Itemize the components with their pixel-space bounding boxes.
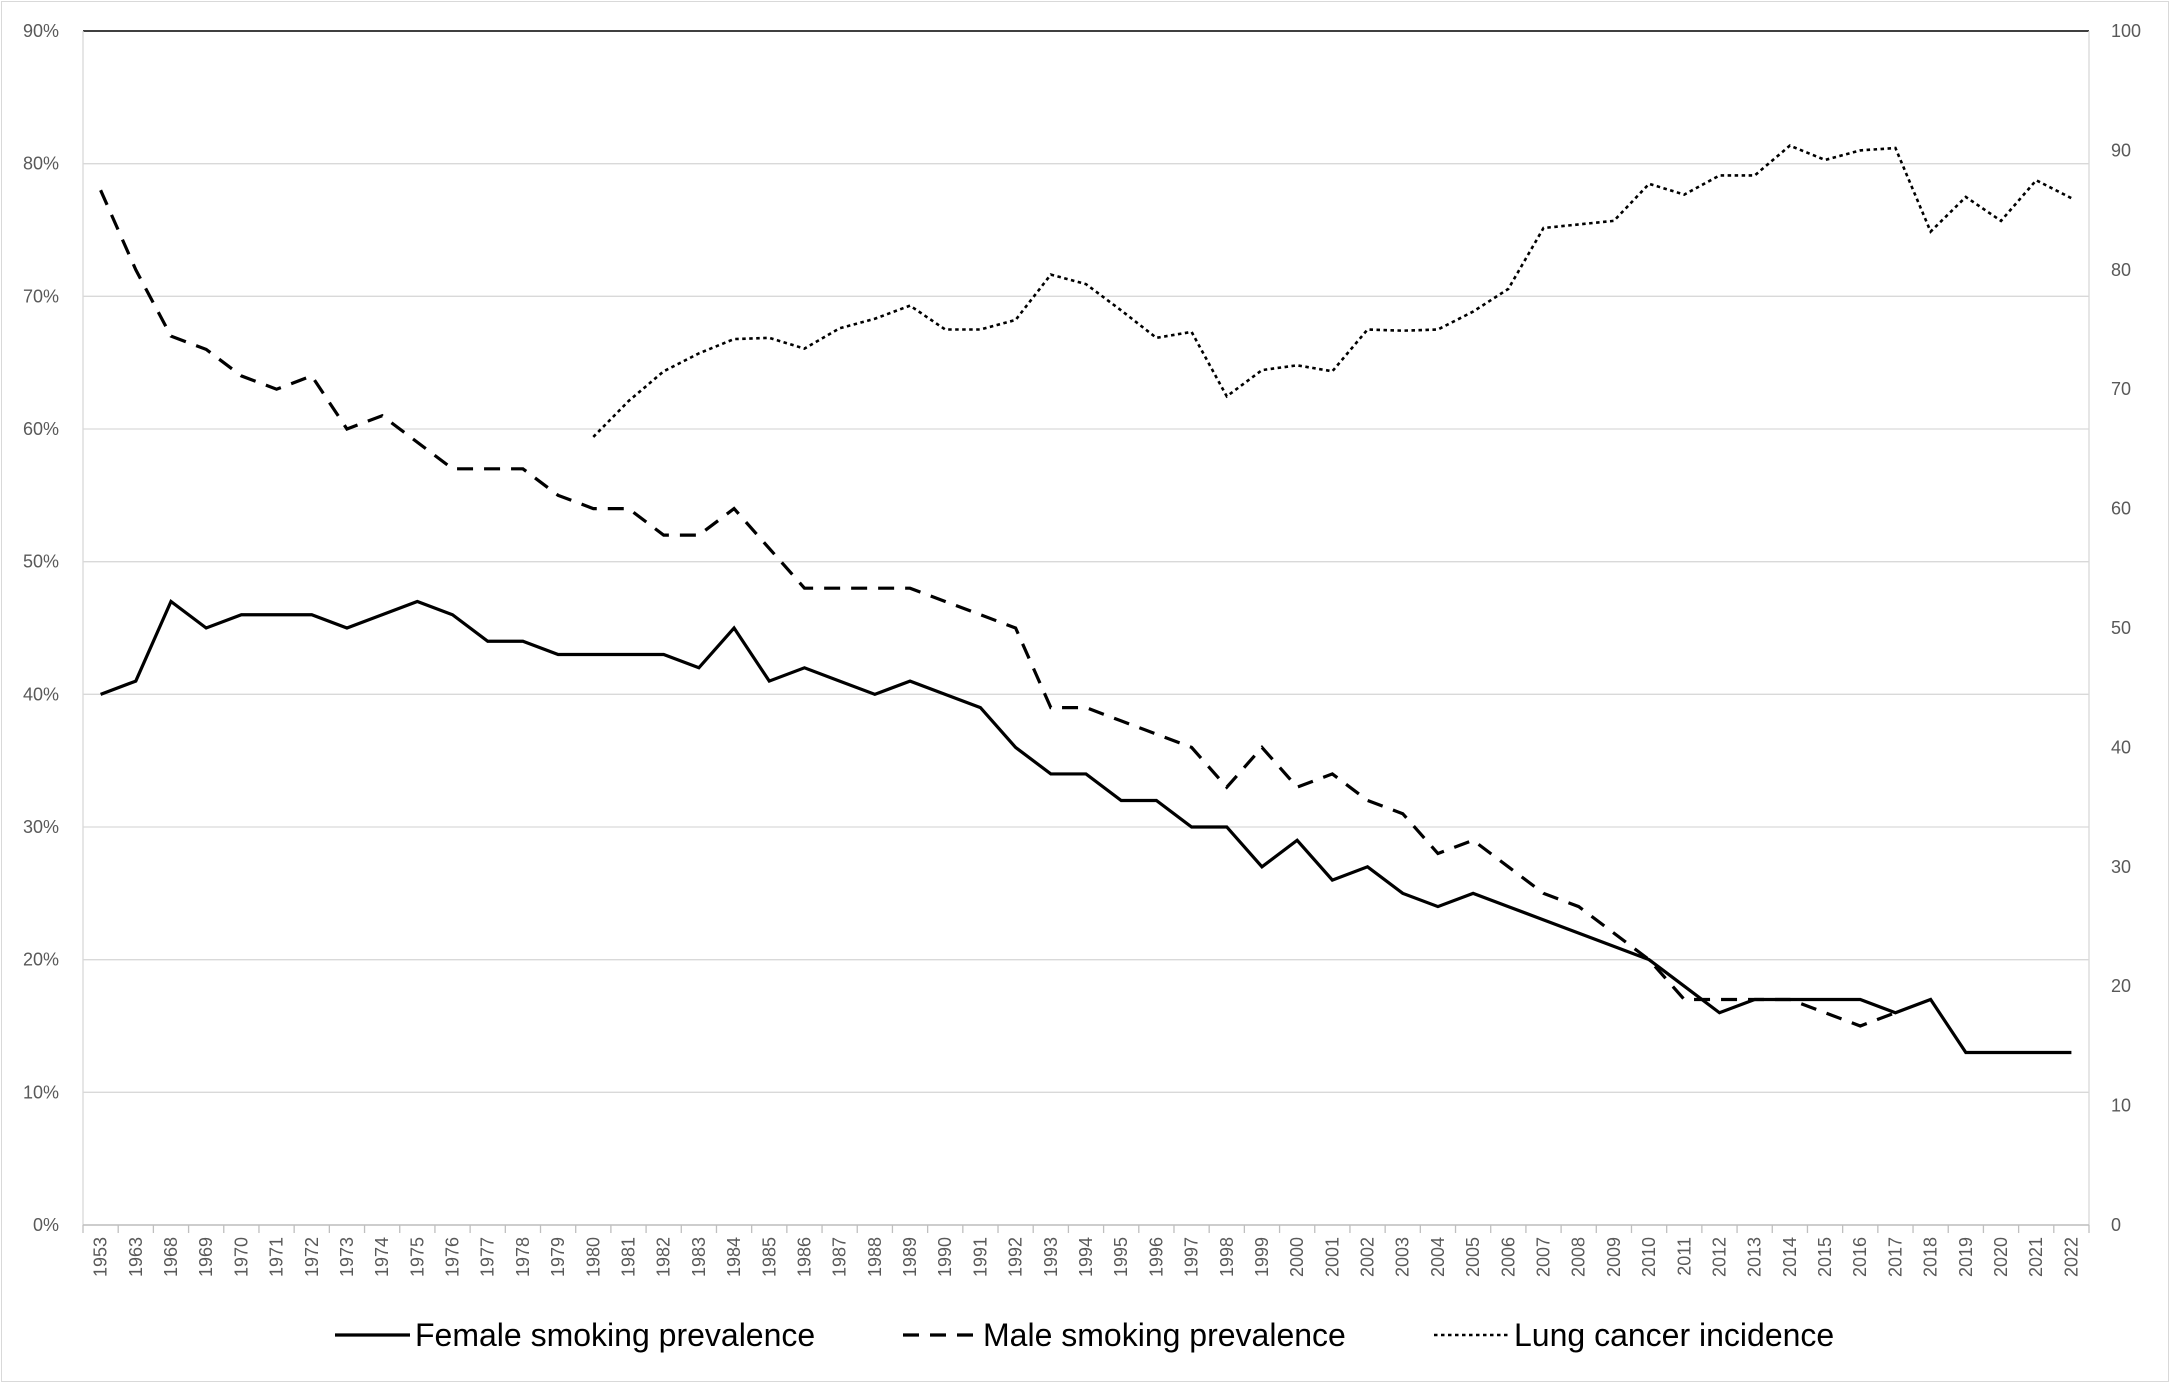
- x-tick-label: 2019: [1956, 1237, 1976, 1277]
- x-tick-label: 1963: [126, 1237, 146, 1277]
- legend-label-male-smoking-prevalence: Male smoking prevalence: [983, 1317, 1346, 1353]
- x-tick-label: 1993: [1041, 1237, 1061, 1277]
- x-tick-label: 2018: [1921, 1237, 1941, 1277]
- x-tick-label: 1991: [970, 1237, 990, 1277]
- x-tick-label: 1984: [724, 1237, 744, 1277]
- y2-tick-label: 10: [2111, 1096, 2131, 1116]
- x-tick-label: 1971: [267, 1237, 287, 1277]
- y2-tick-label: 90: [2111, 140, 2131, 160]
- y-tick-label: 10%: [23, 1082, 59, 1102]
- x-tick-label: 2017: [1885, 1237, 1905, 1277]
- x-tick-label: 1981: [618, 1237, 638, 1277]
- x-tick-label: 2005: [1463, 1237, 1483, 1277]
- y2-tick-label: 50: [2111, 618, 2131, 638]
- x-tick-label: 2020: [1991, 1237, 2011, 1277]
- y-tick-label: 20%: [23, 950, 59, 970]
- x-tick-label: 1976: [443, 1237, 463, 1277]
- x-tick-label: 2021: [2026, 1237, 2046, 1277]
- x-tick-label: 2013: [1745, 1237, 1765, 1277]
- y-tick-label: 80%: [23, 154, 59, 174]
- y-tick-label: 30%: [23, 817, 59, 837]
- x-tick-label: 2012: [1709, 1237, 1729, 1277]
- x-tick-label: 1998: [1217, 1237, 1237, 1277]
- x-tick-label: 1972: [302, 1237, 322, 1277]
- x-tick-label: 1989: [900, 1237, 920, 1277]
- x-tick-label: 2009: [1604, 1237, 1624, 1277]
- x-tick-label: 1953: [91, 1237, 111, 1277]
- series-line-lung-cancer-incidence: [592, 144, 2072, 438]
- x-tick-label: 1999: [1252, 1237, 1272, 1277]
- y2-tick-label: 100: [2111, 21, 2141, 41]
- series-line-male-smoking-prevalence: [99, 189, 1897, 1028]
- x-tick-label: 2000: [1287, 1237, 1307, 1277]
- x-tick-label: 2014: [1780, 1237, 1800, 1277]
- x-tick-label: 1980: [583, 1237, 603, 1277]
- x-tick-label: 1982: [654, 1237, 674, 1277]
- series-line-female-smoking-prevalence: [100, 598, 2072, 1055]
- x-tick-label: 1977: [478, 1237, 498, 1277]
- y2-tick-label: 60: [2111, 499, 2131, 519]
- x-tick-label: 1995: [1111, 1237, 1131, 1277]
- x-tick-label: 2022: [2061, 1237, 2081, 1277]
- x-tick-label: 2003: [1393, 1237, 1413, 1277]
- legend-label-lung-cancer-incidence: Lung cancer incidence: [1514, 1317, 1834, 1353]
- x-tick-label: 2016: [1850, 1237, 1870, 1277]
- x-tick-label: 2004: [1428, 1237, 1448, 1277]
- x-tick-label: 1988: [865, 1237, 885, 1277]
- x-tick-label: 1994: [1076, 1237, 1096, 1277]
- x-tick-label: 1978: [513, 1237, 533, 1277]
- x-tick-label: 1990: [935, 1237, 955, 1277]
- x-tick-label: 2001: [1322, 1237, 1342, 1277]
- x-tick-label: 1986: [794, 1237, 814, 1277]
- y2-tick-label: 0: [2111, 1215, 2121, 1235]
- y-tick-label: 40%: [23, 684, 59, 704]
- x-tick-label: 1974: [372, 1237, 392, 1277]
- y2-tick-label: 80: [2111, 260, 2131, 280]
- y2-tick-label: 30: [2111, 857, 2131, 877]
- x-tick-label: 2015: [1815, 1237, 1835, 1277]
- x-tick-label: 2002: [1358, 1237, 1378, 1277]
- y-tick-label: 60%: [23, 419, 59, 439]
- x-tick-label: 1975: [407, 1237, 427, 1277]
- x-tick-label: 1968: [161, 1237, 181, 1277]
- x-tick-label: 1969: [196, 1237, 216, 1277]
- x-tick-label: 1973: [337, 1237, 357, 1277]
- x-tick-label: 1996: [1146, 1237, 1166, 1277]
- x-tick-label: 1985: [759, 1237, 779, 1277]
- x-tick-label: 1979: [548, 1237, 568, 1277]
- x-tick-label: 1983: [689, 1237, 709, 1277]
- legend-label-female-smoking-prevalence: Female smoking prevalence: [415, 1317, 815, 1353]
- y-tick-label: 90%: [23, 21, 59, 41]
- x-tick-label: 1997: [1182, 1237, 1202, 1277]
- x-tick-label: 2006: [1498, 1237, 1518, 1277]
- y-tick-label: 0%: [33, 1215, 59, 1235]
- y-tick-label: 50%: [23, 552, 59, 572]
- x-tick-label: 1970: [231, 1237, 251, 1277]
- x-tick-label: 2011: [1674, 1237, 1694, 1276]
- x-tick-label: 2010: [1639, 1237, 1659, 1277]
- y2-tick-label: 40: [2111, 737, 2131, 757]
- y2-tick-label: 70: [2111, 379, 2131, 399]
- x-tick-label: 1987: [830, 1237, 850, 1277]
- x-tick-label: 2007: [1534, 1237, 1554, 1277]
- x-tick-label: 2008: [1569, 1237, 1589, 1277]
- y2-tick-label: 20: [2111, 976, 2131, 996]
- y-tick-label: 70%: [23, 286, 59, 306]
- x-tick-label: 1992: [1006, 1237, 1026, 1277]
